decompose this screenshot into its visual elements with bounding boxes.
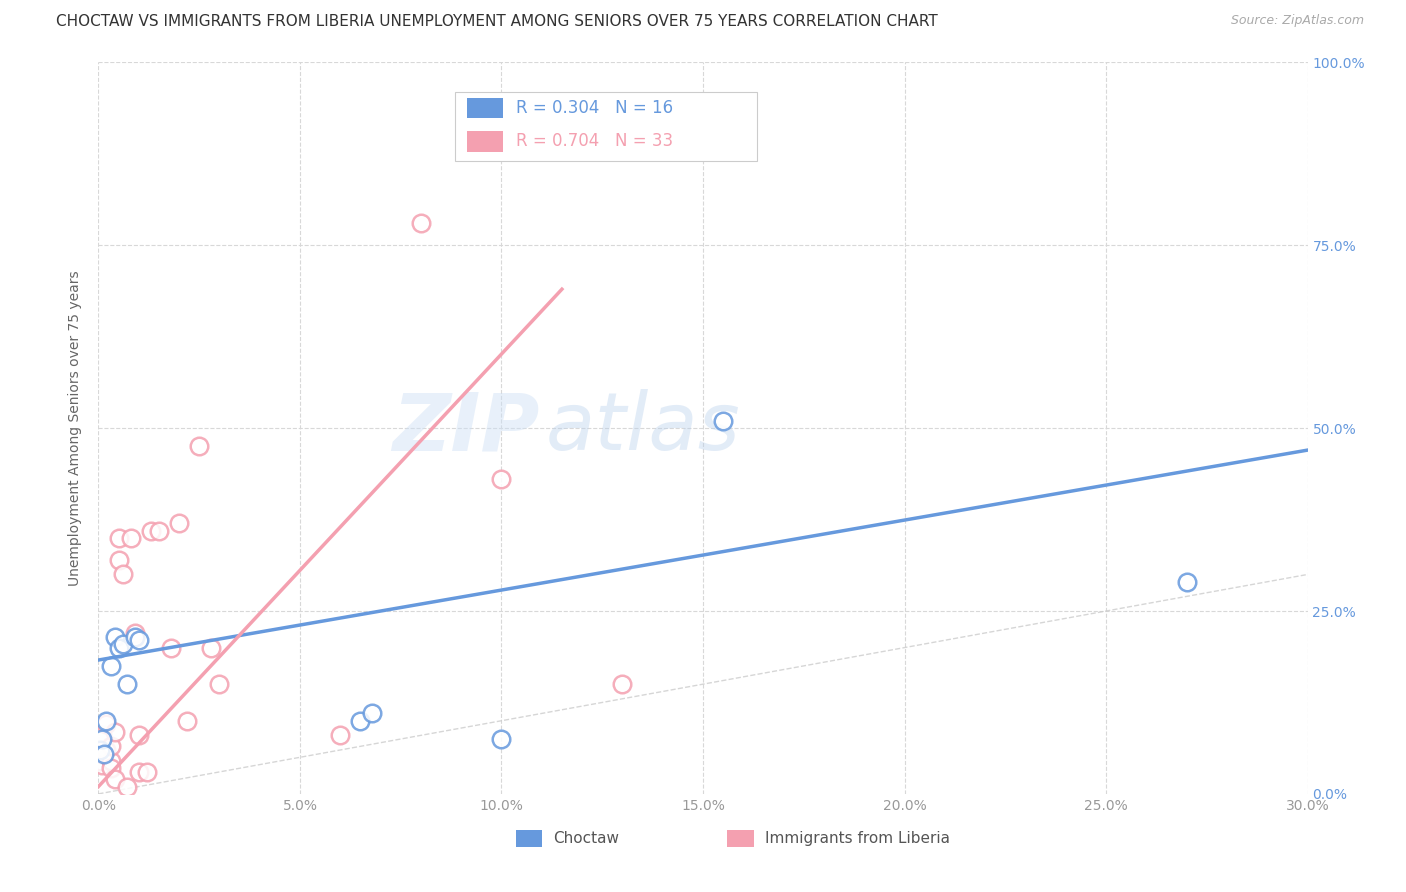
Point (107, 531, 129, 545)
Point (167, 516, 190, 531)
FancyBboxPatch shape (456, 92, 758, 161)
Point (91, 728, 114, 742)
Text: R = 0.704   N = 33: R = 0.704 N = 33 (516, 132, 672, 151)
Point (96, 717, 118, 731)
FancyBboxPatch shape (467, 97, 503, 118)
Point (361, 706, 384, 721)
Point (120, 531, 142, 545)
Point (100, 754, 122, 768)
Point (100, 658, 122, 673)
Point (93, 747, 115, 761)
Point (148, 524, 170, 538)
Point (91, 747, 114, 761)
Point (91, 731, 114, 746)
Point (111, 637, 134, 651)
Point (349, 714, 371, 728)
Point (135, 764, 157, 779)
Text: ZIP: ZIP (392, 389, 540, 467)
Point (128, 764, 150, 779)
Point (188, 440, 211, 453)
Point (329, 728, 352, 742)
Text: atlas: atlas (546, 389, 741, 467)
Point (107, 553, 129, 567)
FancyBboxPatch shape (727, 830, 754, 847)
Point (96, 743, 118, 757)
Point (1175, 574, 1198, 589)
Y-axis label: Unemployment Among Seniors over 75 years: Unemployment Among Seniors over 75 years (69, 270, 83, 586)
Point (124, 626, 146, 640)
Text: R = 0.304   N = 16: R = 0.304 N = 16 (516, 99, 672, 117)
Text: Choctaw: Choctaw (553, 831, 619, 846)
Text: Immigrants from Liberia: Immigrants from Liberia (765, 831, 949, 846)
Point (115, 780, 138, 794)
Point (711, 414, 734, 428)
Point (176, 714, 198, 728)
Point (208, 677, 231, 691)
Point (200, 640, 222, 655)
Point (89, 731, 111, 746)
Point (100, 761, 122, 775)
Point (111, 567, 134, 582)
Point (128, 633, 150, 648)
FancyBboxPatch shape (467, 131, 503, 152)
Point (89, 754, 111, 768)
Point (409, 216, 432, 230)
Point (103, 724, 125, 739)
Point (96, 714, 118, 728)
Point (107, 640, 129, 655)
FancyBboxPatch shape (516, 830, 543, 847)
Point (124, 630, 146, 644)
Point (160, 640, 183, 655)
Point (103, 772, 125, 787)
Point (91, 757, 114, 772)
Text: Source: ZipAtlas.com: Source: ZipAtlas.com (1230, 14, 1364, 28)
Point (612, 677, 634, 691)
Text: CHOCTAW VS IMMIGRANTS FROM LIBERIA UNEMPLOYMENT AMONG SENIORS OVER 75 YEARS CORR: CHOCTAW VS IMMIGRANTS FROM LIBERIA UNEMP… (56, 14, 938, 29)
Point (128, 728, 150, 742)
Point (491, 731, 513, 746)
Point (100, 739, 122, 754)
Point (89, 743, 111, 757)
Point (115, 677, 138, 691)
Point (139, 524, 162, 538)
Point (103, 630, 125, 644)
Point (491, 472, 513, 486)
